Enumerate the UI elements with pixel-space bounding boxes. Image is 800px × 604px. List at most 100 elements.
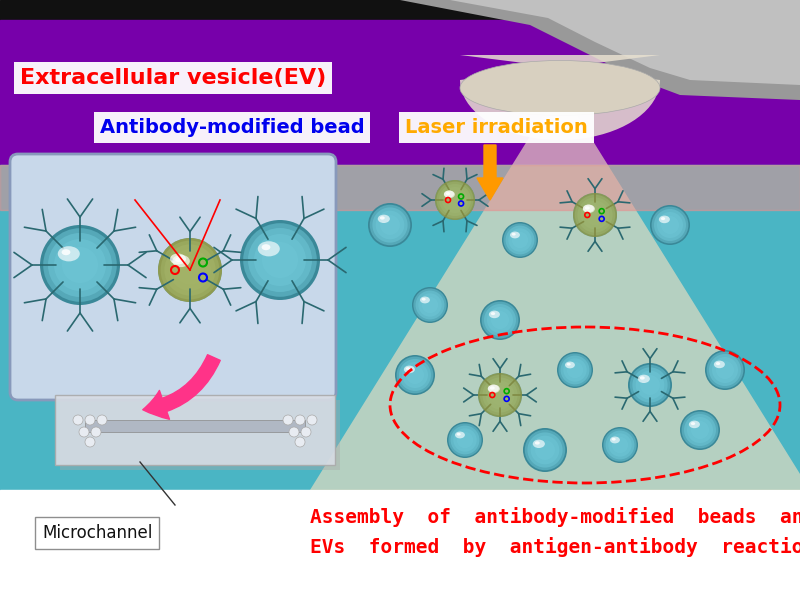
- Ellipse shape: [404, 365, 415, 373]
- Circle shape: [487, 307, 513, 333]
- Ellipse shape: [455, 431, 465, 439]
- Circle shape: [307, 415, 317, 425]
- Ellipse shape: [714, 361, 725, 368]
- Circle shape: [40, 225, 120, 305]
- Circle shape: [442, 187, 468, 213]
- Ellipse shape: [444, 190, 454, 198]
- Circle shape: [97, 415, 107, 425]
- Circle shape: [585, 205, 605, 225]
- Bar: [60, 400, 340, 470]
- Circle shape: [283, 415, 293, 425]
- Ellipse shape: [612, 438, 616, 440]
- Circle shape: [295, 437, 305, 447]
- Ellipse shape: [716, 362, 720, 365]
- Circle shape: [158, 238, 222, 302]
- Ellipse shape: [170, 254, 186, 265]
- Circle shape: [706, 352, 743, 388]
- Circle shape: [491, 311, 509, 329]
- Circle shape: [376, 211, 404, 239]
- Ellipse shape: [690, 422, 695, 425]
- Circle shape: [523, 428, 567, 472]
- Circle shape: [165, 245, 216, 295]
- Bar: [0, 20, 800, 175]
- Circle shape: [395, 355, 435, 395]
- Ellipse shape: [566, 363, 570, 365]
- Circle shape: [640, 375, 660, 395]
- Circle shape: [240, 220, 320, 300]
- Circle shape: [435, 180, 475, 220]
- Circle shape: [450, 426, 479, 454]
- Circle shape: [502, 222, 538, 258]
- Ellipse shape: [535, 442, 540, 445]
- Circle shape: [712, 357, 738, 383]
- Circle shape: [705, 350, 745, 390]
- Circle shape: [574, 194, 615, 235]
- Polygon shape: [450, 0, 800, 85]
- Circle shape: [608, 433, 632, 457]
- Circle shape: [661, 216, 679, 234]
- Circle shape: [527, 432, 562, 467]
- Circle shape: [512, 232, 528, 248]
- Bar: [55, 395, 335, 465]
- Circle shape: [657, 212, 683, 238]
- Ellipse shape: [565, 362, 575, 368]
- Circle shape: [602, 427, 638, 463]
- Circle shape: [480, 374, 520, 415]
- Polygon shape: [400, 0, 800, 100]
- Ellipse shape: [422, 298, 426, 301]
- Circle shape: [254, 234, 306, 286]
- Circle shape: [654, 209, 686, 241]
- Ellipse shape: [610, 437, 620, 443]
- Bar: [85, 420, 305, 432]
- Circle shape: [573, 193, 617, 237]
- Circle shape: [248, 228, 312, 292]
- Ellipse shape: [262, 244, 270, 250]
- Circle shape: [687, 417, 713, 443]
- Ellipse shape: [378, 214, 390, 223]
- Circle shape: [651, 207, 689, 243]
- Circle shape: [506, 226, 534, 254]
- Ellipse shape: [689, 420, 700, 428]
- Circle shape: [530, 435, 559, 464]
- Circle shape: [73, 415, 83, 425]
- Circle shape: [691, 421, 709, 439]
- Ellipse shape: [583, 205, 594, 212]
- Circle shape: [484, 304, 516, 336]
- Circle shape: [301, 427, 311, 437]
- Circle shape: [578, 198, 613, 233]
- Text: Microchannel: Microchannel: [42, 524, 152, 542]
- Circle shape: [563, 358, 586, 382]
- Circle shape: [630, 365, 670, 405]
- Ellipse shape: [640, 376, 645, 379]
- Ellipse shape: [406, 367, 410, 370]
- Ellipse shape: [380, 216, 385, 220]
- Circle shape: [289, 427, 299, 437]
- Circle shape: [457, 432, 473, 448]
- Circle shape: [561, 356, 590, 384]
- Circle shape: [422, 297, 438, 313]
- Circle shape: [161, 240, 219, 300]
- Ellipse shape: [172, 255, 190, 267]
- Circle shape: [437, 182, 474, 219]
- Circle shape: [581, 201, 610, 230]
- Circle shape: [486, 381, 514, 410]
- Circle shape: [482, 378, 518, 413]
- Circle shape: [628, 363, 672, 407]
- Circle shape: [449, 423, 482, 457]
- Polygon shape: [460, 55, 660, 140]
- Circle shape: [85, 437, 95, 447]
- Text: Assembly  of  antibody-modified  beads  and: Assembly of antibody-modified beads and: [310, 507, 800, 527]
- Ellipse shape: [488, 385, 499, 392]
- Circle shape: [412, 287, 448, 323]
- Circle shape: [158, 238, 222, 302]
- Circle shape: [567, 362, 583, 378]
- Ellipse shape: [638, 374, 650, 383]
- Circle shape: [446, 191, 464, 209]
- Ellipse shape: [582, 205, 595, 213]
- Polygon shape: [310, 88, 800, 490]
- Circle shape: [176, 255, 205, 284]
- Circle shape: [636, 371, 664, 399]
- Circle shape: [606, 431, 634, 460]
- Circle shape: [508, 228, 532, 252]
- Circle shape: [414, 289, 446, 321]
